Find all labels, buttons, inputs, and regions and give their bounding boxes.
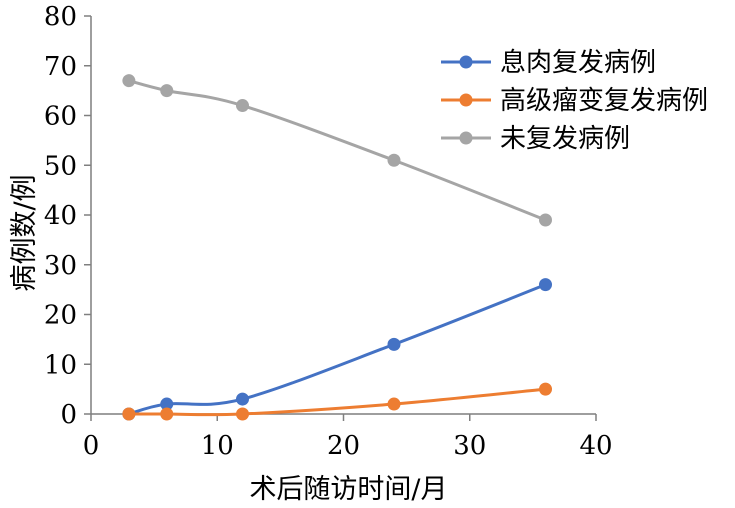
data-point	[539, 213, 552, 227]
data-point	[122, 407, 136, 421]
data-point	[539, 278, 552, 292]
data-point	[387, 337, 401, 351]
y-tick-label: 0	[60, 400, 77, 430]
data-point	[387, 153, 401, 167]
data-point	[160, 407, 174, 421]
series-3	[122, 74, 552, 227]
y-tick-label: 60	[44, 102, 77, 132]
x-tick-label: 30	[453, 431, 486, 461]
data-point	[387, 397, 401, 411]
legend-label: 未复发病例	[500, 124, 630, 154]
y-tick-label: 20	[44, 301, 77, 331]
x-tick-label: 10	[201, 431, 234, 461]
x-tick-label: 40	[579, 431, 612, 461]
x-tick-label: 20	[327, 431, 360, 461]
legend-marker	[459, 55, 473, 69]
y-tick-label: 40	[44, 201, 77, 231]
data-point	[122, 74, 136, 88]
legend-item: 未复发病例	[441, 124, 630, 154]
data-point	[539, 382, 552, 396]
legend-item: 息肉复发病例	[441, 48, 656, 78]
data-point	[236, 392, 249, 406]
y-tick-label: 10	[44, 350, 77, 380]
y-tick-label: 70	[44, 52, 77, 82]
data-point	[160, 84, 174, 98]
x-axis-title: 术后随访时间/月	[249, 474, 447, 505]
y-tick-label: 80	[44, 2, 77, 32]
legend-label: 高级瘤变复发病例	[500, 86, 708, 116]
series-2	[122, 382, 552, 421]
legend-item: 高级瘤变复发病例	[441, 86, 708, 116]
y-axis-title: 病例数/例	[9, 174, 40, 291]
series-1	[122, 278, 552, 421]
y-tick-label: 30	[44, 251, 77, 281]
legend-label: 息肉复发病例	[500, 48, 656, 78]
series-layer	[122, 74, 552, 421]
legend-marker	[459, 93, 473, 107]
data-point	[236, 407, 249, 421]
legend-marker	[459, 131, 473, 145]
series-line	[128, 387, 546, 417]
axes: 0 10 20 30 40 50 60 70 80 0 10 20 30 40	[44, 2, 613, 461]
data-point	[236, 99, 249, 113]
x-tick-label: 0	[83, 431, 100, 461]
data-point	[160, 397, 174, 411]
series-line	[128, 79, 547, 222]
y-tick-label: 50	[44, 151, 77, 181]
